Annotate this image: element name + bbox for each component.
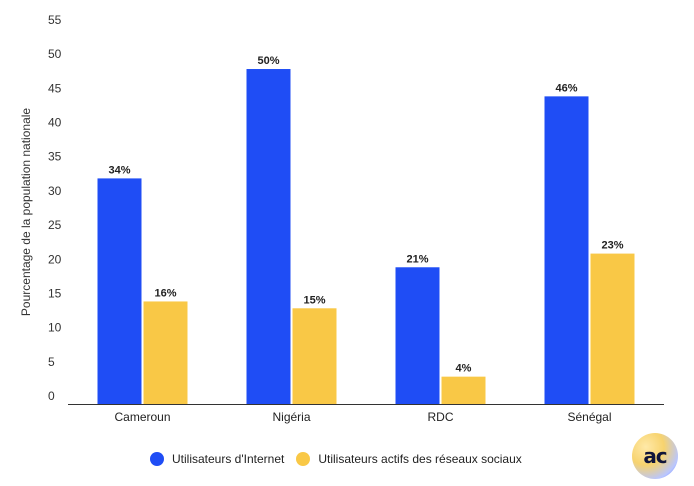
bar-internet-0 [97,178,142,404]
brand-logo: ac [632,433,678,479]
y-tick-label: 20 [48,252,62,266]
data-label: 23% [601,240,623,252]
bar-internet-3 [544,96,589,404]
x-category-label: RDC [428,410,454,424]
data-label: 21% [406,253,428,265]
y-tick-label: 35 [48,150,62,164]
legend-item-internet: Utilisateurs d'Internet [150,452,284,466]
bar-social-0 [143,301,188,404]
legend-item-social: Utilisateurs actifs des réseaux sociaux [296,452,522,466]
legend-label-internet: Utilisateurs d'Internet [172,452,285,466]
legend: Utilisateurs d'Internet Utilisateurs act… [150,452,534,466]
x-axis-category-labels: Cameroun Nigéria RDC Sénégal [114,410,611,424]
bar-social-1 [292,308,337,404]
data-label: 34% [108,164,130,176]
x-category-label: Sénégal [567,410,611,424]
bar-social-3 [590,253,635,404]
brand-logo-text: ac [643,444,667,468]
bar-internet-2 [395,267,440,404]
legend-label-social: Utilisateurs actifs des réseaux sociaux [318,452,522,466]
bar-social-2 [441,376,486,404]
x-category-label: Cameroun [114,410,170,424]
y-tick-label: 55 [48,13,62,27]
data-label: 4% [456,363,472,375]
data-label: 50% [257,55,279,67]
bars: 34% 16% 50% 15% 21% 4% 46% 23% [97,55,635,404]
bar-internet-1 [246,69,291,404]
y-tick-label: 30 [48,184,62,198]
data-label: 46% [555,82,577,94]
y-tick-label: 0 [48,389,55,403]
y-tick-label: 40 [48,116,62,130]
legend-swatch-internet [150,452,164,466]
y-axis-ticks: 0 5 10 15 20 25 30 35 40 45 50 55 [48,13,62,403]
data-label: 16% [154,287,176,299]
y-tick-label: 15 [48,286,62,300]
y-tick-label: 10 [48,321,62,335]
x-category-label: Nigéria [272,410,310,424]
y-axis-label: Pourcentage de la population nationale [19,108,33,316]
y-tick-label: 50 [48,47,62,61]
y-tick-label: 25 [48,218,62,232]
data-label: 15% [303,294,325,306]
y-tick-label: 5 [48,355,55,369]
y-tick-label: 45 [48,81,62,95]
legend-swatch-social [296,452,311,466]
